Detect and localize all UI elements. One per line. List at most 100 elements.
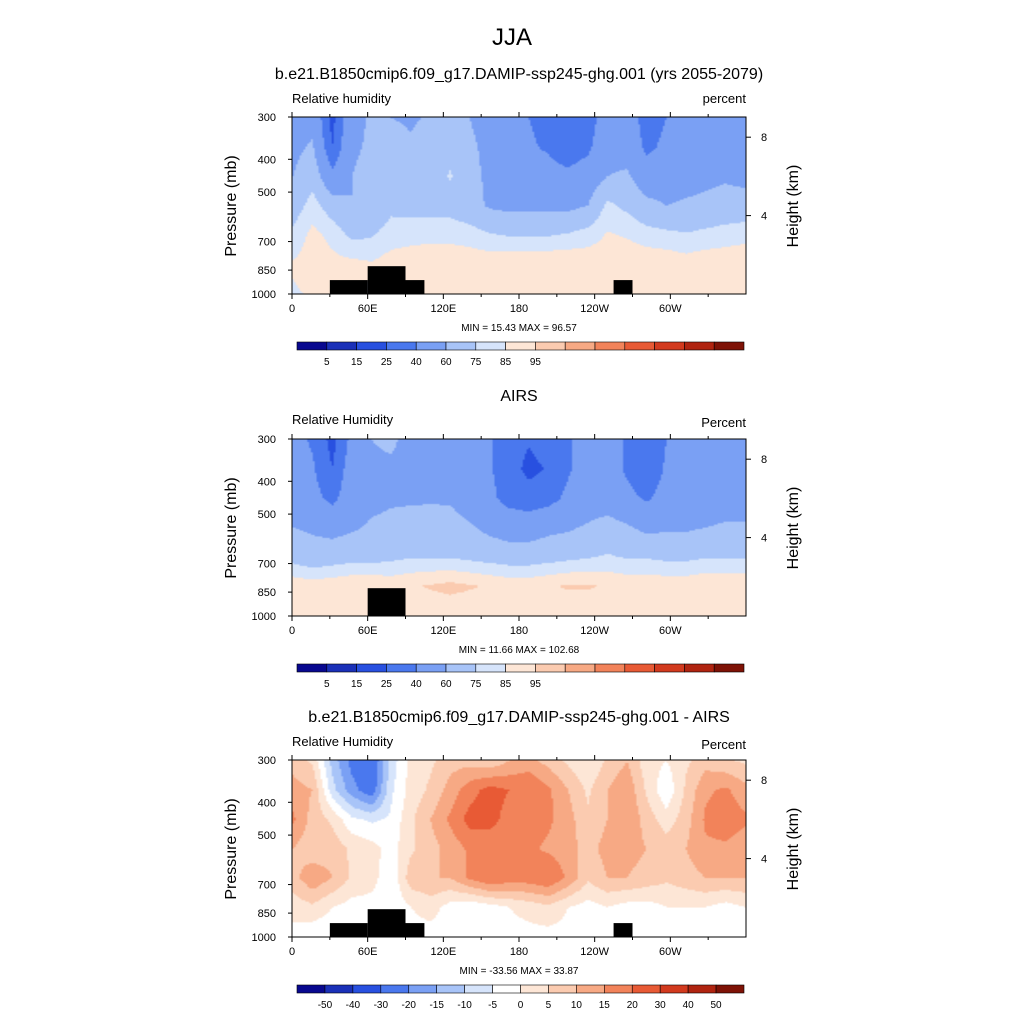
colorbar-label: -50 (318, 1000, 333, 1011)
y2-tick-label: 8 (761, 454, 767, 466)
terrain-block (613, 280, 633, 294)
y2-tick-label: 4 (761, 211, 767, 223)
y-tick-label: 300 (258, 112, 276, 124)
colorbar-swatch (475, 341, 506, 351)
colorbar-label: 40 (683, 1000, 695, 1011)
y-axis-label: Pressure (mb) (223, 155, 240, 256)
colorbar-swatch (505, 663, 536, 673)
colorbar-swatch (631, 984, 661, 994)
colorbar-swatch (415, 341, 447, 351)
colorbar-label: 30 (655, 1000, 667, 1011)
colorbar-swatch (356, 341, 387, 351)
colorbar-swatch (535, 663, 566, 673)
stats-label: MIN = -33.56 MAX = 33.87 (460, 966, 579, 977)
y-tick-label: 400 (258, 476, 276, 488)
colorbar-label: 5 (324, 357, 330, 368)
colorbar-label: 25 (381, 679, 393, 690)
colorbar-swatch (564, 341, 596, 351)
heatmap-plot: 300 400 500 700 850 1000 8 4 0 60E 120E 180 120W 60W (252, 755, 767, 958)
terrain-block (367, 266, 406, 294)
x-tick-label: 60W (659, 303, 682, 315)
colorbar-swatch (594, 663, 626, 673)
page-title: JJA (492, 24, 532, 51)
colorbar-label: 0 (518, 1000, 524, 1011)
terrain-block (367, 588, 406, 616)
y-tick-label: 300 (258, 434, 276, 446)
colorbar-swatch (654, 663, 685, 673)
colorbar-swatch (492, 984, 521, 994)
y-tick-label: 1000 (252, 611, 276, 623)
panel-airs: AIRS Relative Humidity Percent 300400500… (223, 388, 802, 690)
y-tick-label: 500 (258, 830, 276, 842)
colorbar: 5 15 25 40 60 75 85 95 (296, 341, 745, 368)
contour-field (292, 439, 746, 616)
x-tick-label: 120E (430, 625, 456, 637)
colorbar-swatch (654, 341, 685, 351)
colorbar-swatch (326, 663, 357, 673)
y-tick-label: 400 (258, 797, 276, 809)
colorbar-label: 20 (627, 1000, 639, 1011)
colorbar-swatch (684, 341, 715, 351)
colorbar-swatch (356, 663, 387, 673)
colorbar-label: 95 (530, 679, 542, 690)
colorbar-label: 75 (470, 357, 482, 368)
colorbar-label: -15 (429, 1000, 444, 1011)
x-tick-label: 120E (430, 303, 456, 315)
colorbar-swatch (535, 341, 566, 351)
colorbar-swatch (624, 341, 655, 351)
colorbar-swatch (475, 663, 506, 673)
colorbar-label: -20 (402, 1000, 417, 1011)
colorbar-swatch (296, 341, 328, 351)
colorbar-label: 40 (411, 357, 423, 368)
x-tick-label: 120W (580, 946, 609, 958)
colorbar-swatch (715, 984, 745, 994)
stats-label: MIN = 15.43 MAX = 96.57 (461, 323, 577, 334)
y-tick-label: 500 (258, 187, 276, 199)
y-tick-label: 400 (258, 154, 276, 166)
terrain-block (613, 923, 633, 937)
colorbar-label: 10 (571, 1000, 583, 1011)
colorbar-swatch (445, 663, 477, 673)
y-tick-label: 850 (258, 908, 276, 920)
colorbar: -50 -40 -30 -20 -15 -10 -5 0 5 10 15 20 30 40 50 (296, 984, 745, 1011)
y-tick-label: 1000 (252, 289, 276, 301)
colorbar-label: 75 (470, 679, 482, 690)
x-tick-label: 60W (659, 946, 682, 958)
colorbar-label: -5 (488, 1000, 497, 1011)
x-tick-label: 0 (289, 946, 295, 958)
heatmap-plot: 300 400 500 700 850 1000 8 4 0 60E 120E 180 120W 60W (252, 434, 767, 637)
colorbar-label: 95 (530, 357, 542, 368)
colorbar-swatch (594, 341, 626, 351)
x-tick-label: 120W (580, 303, 609, 315)
colorbar-swatch (380, 984, 410, 994)
colorbar-label: 60 (440, 679, 452, 690)
colorbar-label: 15 (599, 1000, 611, 1011)
colorbar-swatch (548, 984, 577, 994)
colorbar-swatch (576, 984, 605, 994)
left-label: Relative Humidity (292, 734, 394, 749)
colorbar-swatch (324, 984, 354, 994)
colorbar-label: 15 (351, 357, 363, 368)
y-axis-label: Pressure (mb) (223, 477, 240, 578)
x-tick-label: 180 (510, 946, 528, 958)
left-label: Relative Humidity (292, 412, 394, 427)
y-tick-label: 850 (258, 587, 276, 599)
colorbar-swatch (687, 984, 717, 994)
colorbar-swatch (296, 984, 326, 994)
colorbar-swatch (659, 984, 689, 994)
left-label: Relative humidity (292, 91, 391, 106)
x-tick-label: 120W (580, 625, 609, 637)
colorbar-label: 15 (351, 679, 363, 690)
right-label: Percent (701, 415, 746, 430)
colorbar-label: -40 (346, 1000, 361, 1011)
y2-axis-label: Height (km) (785, 808, 802, 891)
colorbar-swatch (464, 984, 493, 994)
y-tick-label: 500 (258, 509, 276, 521)
contour-field (292, 760, 746, 937)
colorbar-swatch (684, 663, 715, 673)
terrain-block (367, 909, 406, 937)
y-tick-label: 300 (258, 755, 276, 767)
colorbar-swatch (520, 984, 549, 994)
y-axis-label: Pressure (mb) (223, 798, 240, 899)
